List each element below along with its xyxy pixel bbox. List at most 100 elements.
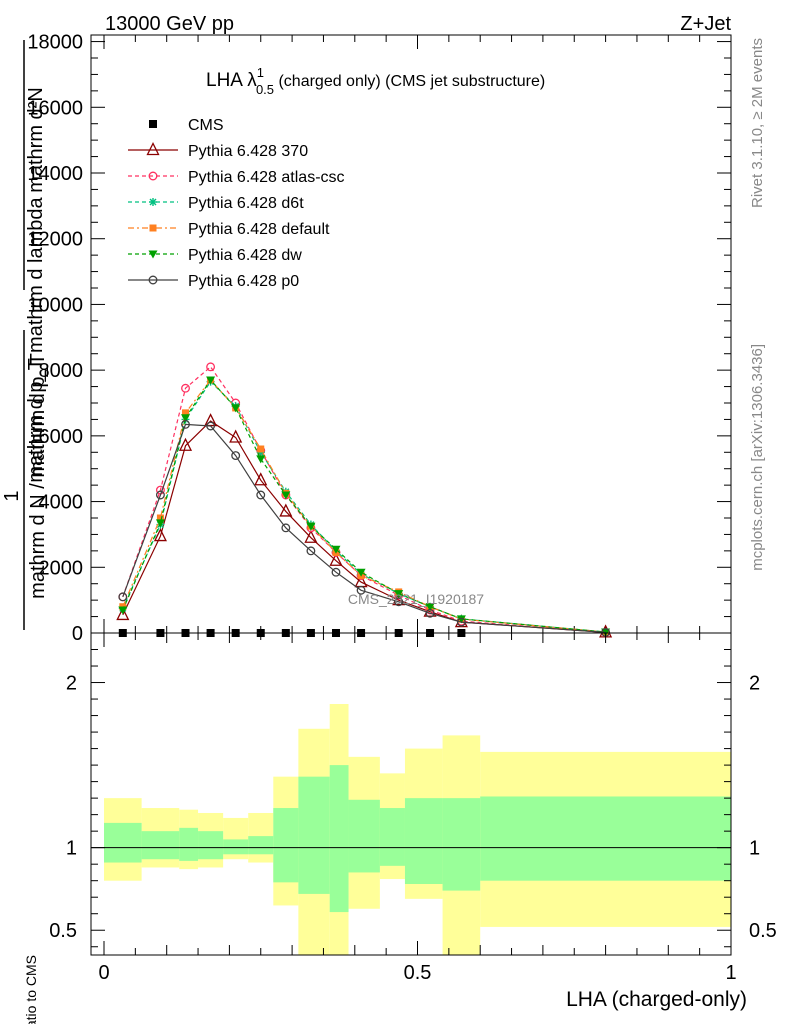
main-y-tick-label: 6000 xyxy=(39,426,84,448)
data-point xyxy=(456,617,466,627)
data-point xyxy=(231,451,241,461)
band-1sigma xyxy=(223,839,249,855)
main-frame xyxy=(90,34,732,634)
legend-label: Pythia 6.428 atlas-csc xyxy=(188,169,345,186)
main-y-tick-label: 4000 xyxy=(39,492,84,514)
main-y-tick-label: 8000 xyxy=(39,360,84,382)
band-1sigma xyxy=(179,827,199,861)
band-1sigma xyxy=(141,831,180,860)
band-1sigma xyxy=(273,808,299,883)
data-point xyxy=(306,546,316,556)
data-point xyxy=(231,404,241,413)
x-axis-label: LHA (charged-only) xyxy=(566,988,747,1011)
band-1sigma xyxy=(104,822,142,863)
data-point xyxy=(256,490,266,500)
ratio-y-axis-label: Ratio to CMS xyxy=(23,955,39,1024)
ratio-y-tick-label-right: 1 xyxy=(749,838,760,860)
legend-entry: Pythia 6.428 atlas-csc xyxy=(128,169,345,186)
legend-marker xyxy=(148,275,158,285)
legend-label: Pythia 6.428 dw xyxy=(188,247,302,264)
ratio-y-tick-label: 0.5 xyxy=(49,920,77,942)
data-point xyxy=(256,455,266,464)
legend-entry: Pythia 6.428 default xyxy=(128,221,330,238)
legend-marker xyxy=(146,142,160,156)
band-1sigma xyxy=(404,798,443,884)
legend-label: Pythia 6.428 d6t xyxy=(188,195,304,212)
data-point xyxy=(331,545,341,554)
legend-marker xyxy=(148,171,158,181)
legend-entry: CMS xyxy=(149,117,224,134)
data-point xyxy=(257,445,265,453)
ylabel-line1: mathrm d²N xyxy=(25,87,47,193)
main-y-axis-label: mathrm d²N mathrm d p_T mathrm d lambda … xyxy=(1,40,49,630)
ratio-y-ticks: 0.5 0.5 1 1 2 2 xyxy=(49,649,777,948)
data-point xyxy=(206,421,216,431)
watermark-text: CMS_2021_I1920187 xyxy=(348,591,484,607)
plot-title: LHA λ1 0.5 (charged only) (CMS jet substr… xyxy=(206,65,545,97)
band-1sigma xyxy=(248,836,274,855)
main-y-tick-label: 12000 xyxy=(27,229,83,251)
main-y-tick-label: 16000 xyxy=(27,97,83,119)
legend-entry: Pythia 6.428 dw xyxy=(128,247,302,264)
main-y-tick-label: 10000 xyxy=(27,294,83,316)
data-point xyxy=(331,567,341,577)
data-point xyxy=(229,429,243,443)
data-point xyxy=(281,491,291,500)
legend-marker xyxy=(149,224,157,232)
data-point xyxy=(356,585,366,595)
data-point xyxy=(181,419,190,429)
data-point xyxy=(118,592,128,602)
main-y-tick-label: 0 xyxy=(72,623,83,645)
series-line xyxy=(122,420,606,633)
band-1sigma xyxy=(329,765,349,913)
data-point xyxy=(279,503,293,517)
data-point xyxy=(181,383,190,393)
ratio-panel: 0.5 0.5 1 1 2 2 0 0.5 1 Ratio to CMS LHA (charg… xyxy=(23,632,777,1024)
main-y-ticks: 0 2000 4000 6000 8000 10000 12000 14000 16000 180… xyxy=(27,32,732,645)
data-point xyxy=(425,603,435,612)
ylabel-line4: mathrm d N / mathrm d p_T xyxy=(27,353,49,599)
legend: CMS Pythia 6.428 370 Pythia 6.428 atlas-cs… xyxy=(128,117,345,290)
x-tick-label: 0.5 xyxy=(404,962,432,984)
data-point xyxy=(118,606,128,615)
ylabel-line3: 1 xyxy=(1,490,23,501)
legend-marker xyxy=(149,198,157,206)
header-right: Z+Jet xyxy=(680,13,731,35)
series-line xyxy=(122,379,606,633)
main-panel: 0 2000 4000 6000 8000 10000 12000 14000 16000 180… xyxy=(1,32,732,645)
data-point xyxy=(329,552,343,566)
data-point xyxy=(178,437,193,451)
band-1sigma xyxy=(198,831,224,860)
legend-label: Pythia 6.428 p0 xyxy=(188,273,299,290)
data-point xyxy=(181,414,191,423)
ratio-bands xyxy=(91,704,731,955)
ratio-frame xyxy=(90,632,732,956)
data-point xyxy=(425,608,435,618)
main-y-tick-label: 2000 xyxy=(39,557,84,579)
series-5 xyxy=(118,376,611,637)
ratio-y-tick-label-right: 2 xyxy=(749,673,760,695)
ratio-y-tick-label: 1 xyxy=(66,838,77,860)
main-y-tick-label: 14000 xyxy=(27,163,83,185)
data-point xyxy=(356,568,366,577)
data-point xyxy=(156,514,164,522)
x-tick-label: 1 xyxy=(725,962,736,984)
band-1sigma xyxy=(442,798,481,891)
data-point xyxy=(155,490,165,500)
header-left: 13000 GeV pp xyxy=(105,13,234,35)
legend-marker xyxy=(149,120,157,128)
legend-entry: Pythia 6.428 370 xyxy=(128,142,308,160)
data-point xyxy=(456,615,466,624)
band-1sigma xyxy=(348,799,380,873)
data-point xyxy=(306,522,316,531)
side-top-text: Rivet 3.1.10, ≥ 2M events xyxy=(749,38,766,208)
ratio-y-tick-label-right: 0.5 xyxy=(749,920,777,942)
legend-label: Pythia 6.428 default xyxy=(188,221,330,238)
series-line xyxy=(122,379,606,633)
data-point xyxy=(394,590,404,599)
band-1sigma xyxy=(480,796,731,881)
band-1sigma xyxy=(298,776,330,894)
data-point xyxy=(153,528,167,542)
legend-label: Pythia 6.428 370 xyxy=(188,143,308,160)
side-bottom-text: mcplots.cern.ch [arXiv:1306.3436] xyxy=(749,344,766,571)
